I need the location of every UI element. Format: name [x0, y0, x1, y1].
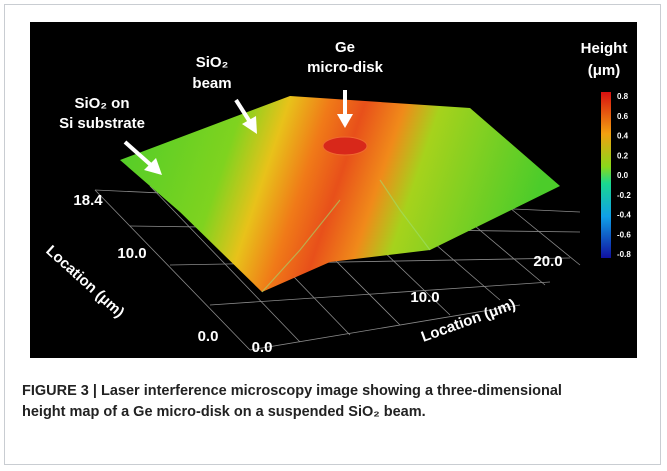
axis-tick-label: 20.0 — [533, 253, 562, 270]
axis-tick-label: 0.0 — [198, 328, 219, 345]
axis-tick-label: 10.0 — [410, 289, 439, 306]
caption: FIGURE 3 | Laser interference microscopy… — [22, 381, 582, 423]
colorbar-tick-label: -0.4 — [617, 211, 631, 220]
annotation: SiO₂ — [196, 54, 229, 71]
page: Ge micro-disk SiO₂ beam SiO₂ on Si subst… — [0, 0, 667, 471]
axis-tick-label: 10.0 — [117, 245, 146, 262]
colorbar-tick-label: 0.2 — [617, 151, 629, 160]
axis-tick-label: 18.4 — [73, 192, 103, 209]
colorbar-tick-label: 0.6 — [617, 112, 629, 121]
colorbar-tick-label: 0.0 — [617, 171, 629, 180]
colorbar-tick-label: -0.6 — [617, 230, 631, 239]
caption-label: FIGURE 3 | — [22, 383, 97, 399]
colorbar-title: Height — [581, 40, 628, 57]
annotation: SiO₂ on — [75, 95, 130, 112]
annotation: Si substrate — [59, 115, 145, 132]
colorbar-tick-label: 0.4 — [617, 132, 629, 141]
colorbar-unit: (μm) — [588, 62, 621, 79]
ge-micro-disk — [323, 137, 367, 155]
colorbar-tick-label: -0.8 — [617, 250, 631, 259]
annotation: micro-disk — [307, 59, 384, 76]
axis-tick-label: 0.0 — [252, 339, 273, 356]
caption-text: Laser interference microscopy image show… — [22, 383, 562, 420]
colorbar-tick-label: -0.2 — [617, 191, 631, 200]
colorbar — [601, 92, 611, 258]
annotation: Ge — [335, 39, 355, 56]
colorbar-tick-label: 0.8 — [617, 92, 629, 101]
annotation: beam — [192, 75, 231, 92]
